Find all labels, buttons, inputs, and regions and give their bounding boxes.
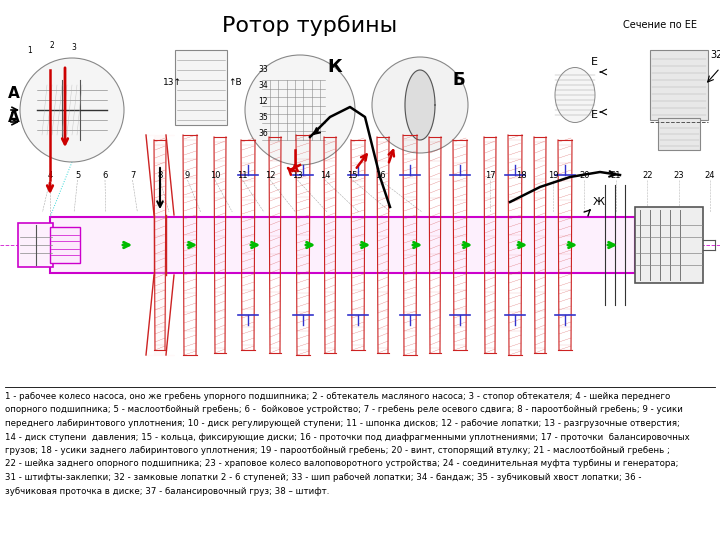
Polygon shape [146,135,174,355]
Text: А: А [8,86,19,101]
Bar [175,50,227,125]
Text: К: К [327,58,341,76]
Polygon shape [405,70,435,140]
Text: зубчиковая проточка в диске; 37 - балансировочный груз; 38 – штифт.: зубчиковая проточка в диске; 37 - баланс… [5,487,329,496]
Bar [658,118,700,150]
Circle shape [372,57,468,153]
Bar [635,207,703,283]
Text: 31 - штифты-заклепки; 32 - замковые лопатки 2 - 6 ступеней; 33 - шип рабочей лоп: 31 - штифты-заклепки; 32 - замковые лопа… [5,473,642,482]
Text: 6: 6 [102,171,108,179]
Text: 20: 20 [579,171,590,179]
Circle shape [20,58,124,162]
Bar [18,223,53,267]
Bar [50,227,80,263]
Text: А: А [8,110,19,125]
Text: Е: Е [591,110,598,120]
Text: 4: 4 [48,171,53,179]
Text: 12: 12 [258,97,268,106]
Text: 11: 11 [238,171,248,179]
Text: 2: 2 [50,41,55,50]
Text: переднего лабиринтового уплотнения; 10 - диск регулирующей ступени; 11 - шпонка : переднего лабиринтового уплотнения; 10 -… [5,419,680,428]
Text: 17: 17 [485,171,495,179]
Text: Ж: Ж [593,197,605,207]
Text: 33: 33 [258,65,268,74]
Text: 35: 35 [258,113,268,122]
Text: 36: 36 [258,129,268,138]
Text: 8: 8 [157,171,163,179]
Text: 1: 1 [27,46,32,55]
Text: 34: 34 [258,81,268,90]
Text: 19: 19 [548,171,558,179]
Text: 15: 15 [347,171,358,179]
Text: опорного подшипника; 5 - маслоотбойный гребень; 6 -  бойковое устройство; 7 - гр: опорного подшипника; 5 - маслоотбойный г… [5,406,683,415]
Text: 13: 13 [292,171,303,179]
Text: 24: 24 [705,171,715,179]
Text: 7: 7 [130,171,135,179]
Text: 13↑: 13↑ [163,78,182,87]
Text: 14 - диск ступени  давления; 15 - кольца, фиксирующие диски; 16 - проточки под д: 14 - диск ступени давления; 15 - кольца,… [5,433,690,442]
Text: грузов; 18 - усики заднего лабиринтового уплотнения; 19 - пароотбойный гребень; : грузов; 18 - усики заднего лабиринтового… [5,446,670,455]
Text: 5: 5 [75,171,80,179]
Text: 14: 14 [320,171,330,179]
Text: Ротор турбины: Ротор турбины [222,15,397,36]
Circle shape [245,55,355,165]
Text: 21: 21 [611,171,621,179]
Text: 22: 22 [642,171,652,179]
Ellipse shape [555,68,595,123]
Bar [50,217,635,273]
Text: Сечение по ЕЕ: Сечение по ЕЕ [623,20,697,30]
Text: Е: Е [591,57,598,67]
Text: 23: 23 [673,171,684,179]
Text: 22 - шейка заднего опорного подшипника; 23 - храповое колесо валоповоротного уст: 22 - шейка заднего опорного подшипника; … [5,460,678,469]
Text: 3: 3 [71,43,76,52]
Text: 18: 18 [516,171,527,179]
Text: 1 - рабочее колесо насоса, оно же гребень упорного подшипника; 2 - обтекатель ма: 1 - рабочее колесо насоса, оно же гребен… [5,392,670,401]
Text: 10: 10 [210,171,220,179]
Text: 12: 12 [265,171,275,179]
Text: Б: Б [452,71,464,89]
Text: ↑B: ↑B [228,78,242,87]
Text: 9: 9 [185,171,190,179]
Text: 32: 32 [710,50,720,60]
Text: 16: 16 [374,171,385,179]
Bar [650,50,708,120]
